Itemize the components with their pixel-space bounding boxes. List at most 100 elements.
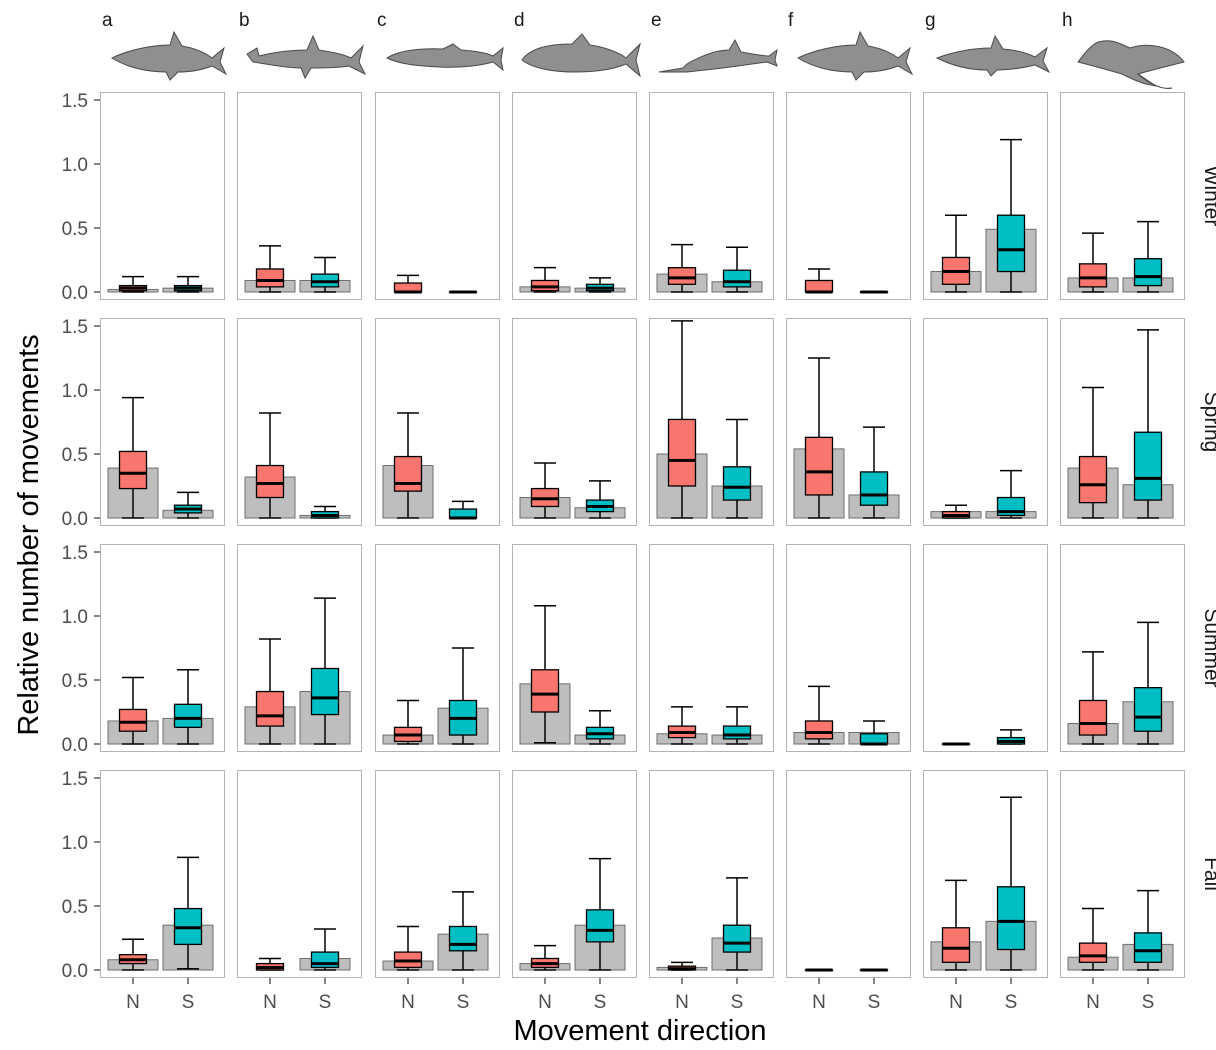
sawfish-icon — [658, 38, 778, 73]
panel-a-summer — [100, 544, 225, 752]
panel-f-winter — [786, 92, 911, 300]
panel-b-summer — [237, 544, 362, 752]
panel-g-spring — [923, 318, 1048, 526]
y-tick-label: 0.5 — [62, 671, 88, 692]
x-tick-label-n: N — [263, 992, 277, 1013]
box-n — [530, 669, 560, 713]
panel-border — [923, 318, 1048, 526]
y-tick-label: 0.5 — [62, 219, 88, 240]
panel-e-spring — [649, 318, 774, 526]
x-tick-label-n: N — [401, 992, 415, 1013]
shark-icon — [796, 30, 914, 81]
box-n — [667, 418, 697, 487]
box-s — [585, 909, 615, 943]
strip-label-summer: Summer — [1200, 608, 1216, 687]
panel-b-spring — [237, 318, 362, 526]
panel-c-summer — [375, 544, 500, 752]
panel-a-winter — [100, 92, 225, 300]
panel-c-spring — [375, 318, 500, 526]
panel-b-winter — [237, 92, 362, 300]
x-tick-label-n: N — [812, 992, 826, 1013]
strip-label-winter: Winter — [1200, 166, 1216, 227]
box-n — [1078, 699, 1108, 736]
y-tick-label: 0.5 — [62, 897, 88, 918]
eagle-ray-icon-shape — [1077, 40, 1185, 87]
panel-border — [237, 770, 362, 978]
panel-f-fall — [786, 770, 911, 978]
panel-h-summer — [1060, 544, 1185, 752]
panel-border — [512, 92, 637, 300]
panel-b-fall — [237, 770, 362, 978]
sawfish-icon-shape — [658, 38, 778, 73]
box-s — [448, 925, 478, 952]
panel-e-winter — [649, 92, 774, 300]
panel-g-summer — [923, 544, 1048, 752]
panel-letter-d: d — [514, 10, 525, 31]
hammerhead-shark-icon-shape — [246, 34, 367, 80]
panel-f-summer — [786, 544, 911, 752]
y-tick-label: 0.0 — [62, 961, 88, 982]
box-s — [310, 951, 340, 969]
x-tick-label-s: S — [457, 992, 470, 1013]
strip-label-spring: Spring — [1200, 392, 1216, 453]
panel-letter-a: a — [102, 10, 113, 31]
panel-g-winter — [923, 92, 1048, 300]
panel-border — [649, 544, 774, 752]
shark-icon-shape — [796, 30, 914, 81]
tarpon-fish-icon-shape — [521, 33, 641, 78]
box-n — [118, 708, 148, 732]
panel-d-summer — [512, 544, 637, 752]
box-s — [1133, 258, 1163, 287]
y-tick-label: 0.0 — [62, 735, 88, 756]
box-n — [804, 436, 834, 496]
box-n — [255, 268, 285, 288]
tarpon-fish-icon — [521, 33, 641, 78]
y-tick-label: 1.0 — [62, 155, 88, 176]
x-tick-label-n: N — [1086, 992, 1100, 1013]
cobia-fish-icon — [386, 43, 504, 72]
box-s — [722, 725, 752, 740]
box-s — [722, 269, 752, 288]
panel-border — [237, 92, 362, 300]
y-tick-label: 1.5 — [62, 769, 88, 790]
box-n — [118, 450, 148, 490]
y-tick-label: 1.0 — [62, 833, 88, 854]
x-tick-label-s: S — [1142, 992, 1155, 1013]
box-n — [1078, 263, 1108, 288]
x-tick-label-n: N — [949, 992, 963, 1013]
box-s — [1133, 687, 1163, 732]
panel-border — [786, 92, 911, 300]
y-tick-label: 1.0 — [62, 381, 88, 402]
panel-border — [649, 92, 774, 300]
panel-grid: 0.0 0.5 1.0 1.5 Winter 0.0 0.5 1.0 1.5 Spring 0.0 0… — [62, 91, 1216, 1013]
box-s — [722, 466, 752, 501]
box-n — [255, 464, 285, 499]
box-s — [996, 886, 1026, 951]
blacktip-shark-icon-shape — [935, 34, 1051, 77]
panel-h-winter — [1060, 92, 1185, 300]
panel-e-summer — [649, 544, 774, 752]
x-tick-label-s: S — [868, 992, 881, 1013]
box-s — [859, 471, 889, 506]
panel-letter-c: c — [377, 10, 387, 31]
panel-border — [786, 544, 911, 752]
x-tick-label-n: N — [538, 992, 552, 1013]
panel-d-spring — [512, 318, 637, 526]
cobia-fish-icon-shape — [386, 43, 504, 72]
panel-h-spring — [1060, 318, 1185, 526]
shark-icon — [110, 30, 228, 81]
hammerhead-shark-icon — [246, 34, 367, 80]
x-tick-label-s: S — [731, 992, 744, 1013]
panel-h-fall — [1060, 770, 1185, 978]
x-tick-label-s: S — [594, 992, 607, 1013]
shark-icon-shape — [110, 30, 228, 81]
panel-a-spring — [100, 318, 225, 526]
panel-d-fall — [512, 770, 637, 978]
box-n — [804, 720, 834, 740]
panel-border — [100, 92, 225, 300]
eagle-ray-tail — [1137, 73, 1173, 89]
panel-border — [786, 770, 911, 978]
box-n — [1078, 942, 1108, 963]
box-s — [1133, 932, 1163, 963]
